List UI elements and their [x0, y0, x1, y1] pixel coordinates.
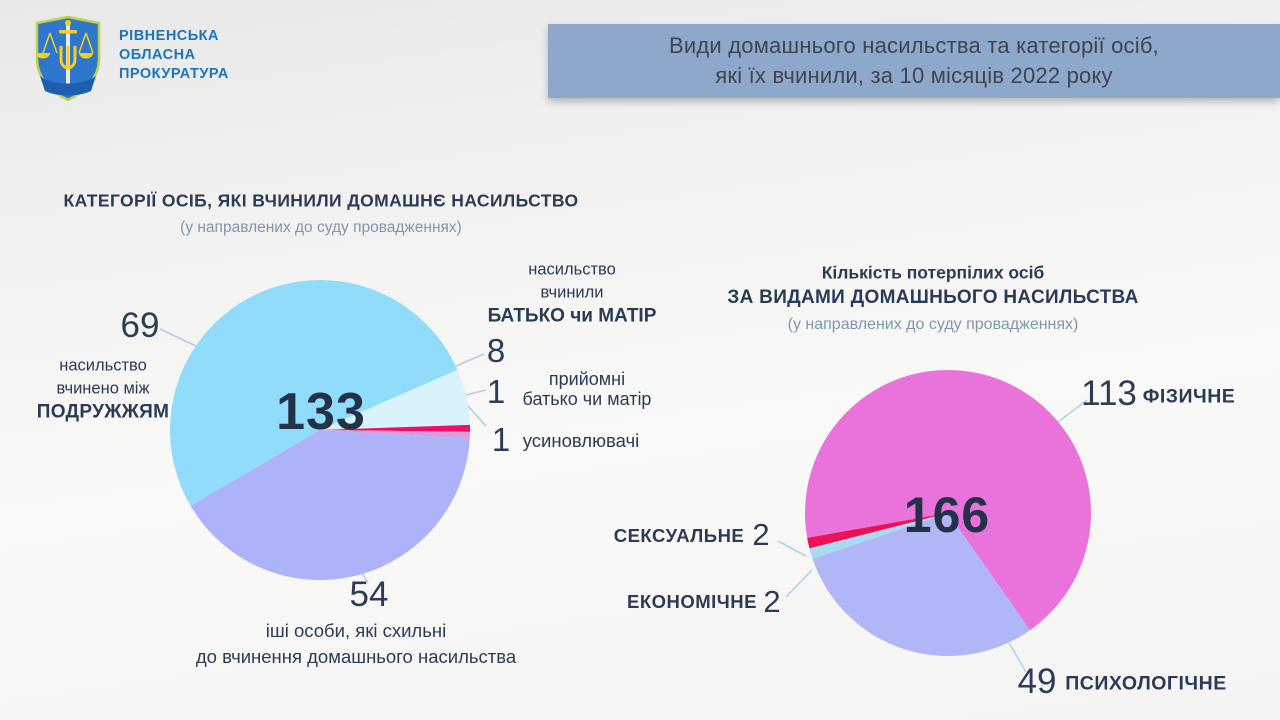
- org-name-line: РІВНЕНСЬКА: [119, 28, 220, 44]
- pie-slice: [809, 513, 948, 559]
- pie-slice: [170, 280, 458, 506]
- label-sexual: СЕКСУАЛЬНЕ: [613, 525, 745, 546]
- label-economic: ЕКОНОМІЧНЕ: [626, 591, 758, 612]
- value-others: 54: [349, 575, 389, 614]
- label-line: вчинено між: [56, 379, 150, 398]
- pie-slice: [812, 513, 1030, 656]
- org-name-line: ОБЛАСНА: [119, 47, 196, 63]
- value-parents: 8: [486, 332, 506, 369]
- value-foster: 1: [486, 373, 506, 410]
- right-pie-chart: [805, 370, 1091, 656]
- title-banner: Види домашнього насильства та категорії …: [548, 24, 1280, 98]
- pie-slice: [320, 369, 470, 430]
- banner-title-line1: Види домашнього насильства та категорії …: [669, 33, 1159, 58]
- label-adopters: усиновлювачі: [522, 430, 640, 451]
- org-logo: РІВНЕНСЬКА ОБЛАСНА ПРОКУРАТУРА: [30, 14, 229, 104]
- label-parents: насильство вчинили БАТЬКО чи МАТІР: [488, 259, 657, 328]
- value-economic: 2: [763, 584, 781, 619]
- value-psychological: 49: [1017, 662, 1057, 701]
- label-line: прийомні: [548, 369, 626, 389]
- value-adopters: 1: [491, 421, 511, 458]
- pie-slice: [320, 430, 470, 439]
- label-physical: ФІЗИЧНЕ: [1142, 385, 1236, 408]
- label-others: іші особи, які схильні до вчинення домаш…: [196, 618, 516, 670]
- leader-line-sexual: [777, 540, 807, 557]
- value-sexual: 2: [752, 517, 770, 552]
- label-line: насильство: [59, 356, 147, 375]
- org-name: РІВНЕНСЬКА ОБЛАСНА ПРОКУРАТУРА: [119, 14, 229, 84]
- right-pie-total-value: 166: [903, 487, 991, 543]
- left-pie-total-value: 133: [276, 383, 366, 441]
- label-line: іші особи, які схильні: [265, 620, 447, 641]
- right-chart-title-line2: ЗА ВИДАМИ ДОМАШНЬОГО НАСИЛЬСТВА: [727, 287, 1139, 308]
- prosecutor-emblem-icon: [35, 15, 101, 102]
- left-chart-subtitle: (у направлених до суду провадженнях): [180, 219, 462, 236]
- org-name-line: ПРОКУРАТУРА: [119, 66, 229, 82]
- banner-title-line2: які їх вчинили, за 10 місяців 2022 року: [715, 63, 1113, 88]
- value-physical: 113: [1081, 374, 1137, 413]
- label-line: до вчинення домашнього насильства: [195, 646, 517, 667]
- label-line: батько чи матір: [522, 389, 652, 409]
- label-psychological: ПСИХОЛОГІЧНЕ: [1065, 672, 1227, 695]
- label-line: БАТЬКО чи МАТІР: [487, 305, 657, 327]
- left-pie-chart: [170, 280, 470, 580]
- value-spouses: 69: [120, 306, 160, 345]
- leader-line-adopters: [467, 405, 487, 427]
- label-foster: прийомні батько чи матір: [523, 369, 652, 409]
- label-line: насильство: [528, 260, 616, 279]
- pie-slice: [805, 370, 1091, 631]
- right-chart-title-line1: Кількість потерпілих осіб: [821, 262, 1045, 283]
- left-chart-title: КАТЕГОРІЇ ОСІБ, ЯКІ ВЧИНИЛИ ДОМАШНЄ НАСИ…: [63, 190, 579, 211]
- label-spouses: насильство вчинено між ПОДРУЖЖЯМ: [37, 355, 170, 424]
- pie-slice: [320, 424, 470, 432]
- label-line: ПОДРУЖЖЯМ: [36, 401, 170, 423]
- right-chart-subtitle: (у направлених до суду провадженнях): [787, 316, 1079, 333]
- label-line: вчинили: [540, 283, 604, 302]
- pie-slice: [807, 513, 948, 549]
- pie-slice: [190, 430, 470, 580]
